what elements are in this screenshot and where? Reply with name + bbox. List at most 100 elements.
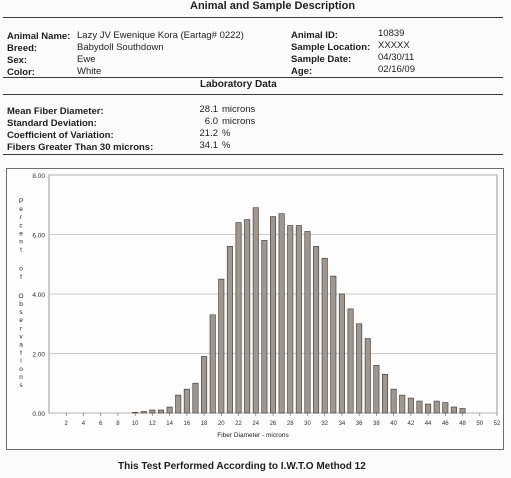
breed-label: Breed: [7, 43, 38, 54]
lab-row-unit: microns [222, 104, 256, 115]
histogram-bar [269, 216, 277, 414]
x-tick-label: 24 [252, 421, 259, 427]
sample-date-value: 04/30/11 [378, 52, 415, 63]
y-tick-label: 4.00 [32, 292, 45, 299]
x-tick-label: 32 [321, 421, 328, 427]
age-value: 02/16/09 [378, 64, 415, 75]
histogram-bar [425, 403, 432, 414]
histogram-bar [295, 225, 302, 414]
breed-value: Babydoll Southdown [77, 42, 164, 53]
color-value: White [77, 66, 102, 77]
lab-divider-top [3, 77, 503, 78]
x-tick-label: 38 [373, 421, 380, 427]
x-tick-label: 36 [356, 421, 363, 427]
histogram-bar [209, 314, 216, 414]
x-tick-label: 20 [218, 421, 225, 427]
histogram-frame: 0.00 2.00 4.00 6.00 8.00 2 4 6 8 10 12 14 16 18 20 22 24… [6, 168, 504, 450]
histogram-bar [381, 373, 389, 414]
sex-label: Sex: [7, 55, 28, 66]
header-divider [3, 17, 503, 18]
sample-location-value: XXXXX [378, 40, 410, 51]
x-tick-label: 16 [184, 421, 191, 427]
x-tick-label: 44 [425, 421, 432, 427]
histogram-bar [330, 275, 337, 414]
page-title: Animal and Sample Description [190, 0, 356, 12]
x-tick-label: 6 [99, 421, 103, 427]
sex-value: Ewe [77, 54, 96, 65]
x-tick-label: 40 [390, 421, 397, 427]
histogram-bar [399, 394, 406, 414]
age-label: Age: [291, 66, 313, 77]
lab-row-value: 34.1 [199, 140, 219, 151]
histogram-bar [235, 222, 242, 414]
x-tick-label: 10 [132, 421, 139, 427]
histogram-bar [157, 409, 165, 414]
histogram-bar [132, 412, 139, 414]
histogram-bar [347, 308, 354, 414]
histogram-bar [226, 246, 233, 414]
histogram-bar [433, 400, 440, 414]
x-tick-label: 22 [235, 421, 242, 427]
lab-row-unit: % [222, 140, 231, 151]
x-axis-label: Fiber Diameter - microns [217, 432, 289, 439]
histogram-bar [175, 394, 182, 414]
fiber-diameter-histogram: 0.002.004.006.008.002 4 6 8 10 12 14 16 18 20 22 24… [18, 173, 501, 439]
y-tick-label: 8.00 [32, 173, 45, 180]
x-tick-label: 48 [459, 421, 466, 427]
x-tick-label: 26 [270, 421, 277, 427]
lab-row-value: 6.0 [204, 116, 218, 127]
histogram-bar [364, 338, 371, 414]
histogram-bar [201, 356, 208, 414]
sample-location-label: Sample Location: [291, 42, 371, 53]
histogram-bar [304, 231, 311, 414]
x-tick-label: 14 [166, 421, 173, 427]
histogram-bar [416, 400, 423, 414]
histogram-bar [149, 409, 156, 414]
x-tick-label: 4 [82, 421, 86, 427]
x-tick-label: 52 [494, 421, 501, 427]
histogram-bar [407, 397, 414, 414]
lab-row-label: Mean Fiber Diameter: [7, 106, 104, 117]
histogram-bar [450, 406, 457, 414]
animal-name-value: Lazy JV Ewenique Kora (Eartag# 0222) [77, 30, 244, 41]
x-tick-label: 28 [287, 421, 294, 427]
histogram-bar [287, 225, 294, 414]
x-tick-label: 18 [201, 421, 208, 427]
animal-id-value: 10839 [378, 28, 405, 39]
x-tick-label: 8 [116, 421, 120, 427]
histogram-bar [321, 257, 328, 414]
lab-row-label: Coefficient of Variation: [7, 130, 114, 141]
x-tick-label: 50 [476, 421, 483, 427]
lab-row-unit: % [222, 128, 231, 139]
histogram-bar [261, 240, 268, 414]
lab-row-label: Fibers Greater Than 30 microns: [7, 142, 154, 153]
histogram-bar [166, 406, 173, 414]
histogram-bar [390, 388, 397, 414]
y-tick-label: 6.00 [32, 233, 45, 240]
x-tick-label: 34 [339, 421, 346, 427]
lab-row-unit: microns [222, 116, 256, 127]
x-tick-label: 2 [65, 421, 69, 427]
y-tick-label: 2.00 [32, 352, 45, 359]
histogram-bar [252, 207, 259, 414]
x-tick-label: 42 [408, 421, 415, 427]
lab-row-label: Standard Deviation: [7, 118, 97, 129]
x-tick-label: 46 [442, 421, 449, 427]
histogram-bar [338, 293, 345, 414]
histogram-bar [218, 278, 225, 414]
color-label: Color: [7, 67, 35, 78]
histogram-bar [140, 411, 147, 414]
y-tick-label: 0.00 [32, 411, 45, 418]
histogram-bar [244, 219, 251, 414]
sample-date-label: Sample Date: [291, 54, 352, 65]
histogram-bar [373, 365, 380, 414]
histogram-bar [192, 382, 199, 414]
histogram-bar [278, 213, 285, 414]
histogram-bar [442, 402, 449, 414]
x-tick-label: 30 [304, 421, 311, 427]
footer-note: This Test Performed According to I.W.T.O… [118, 461, 366, 472]
lab-row-value: 21.2 [199, 128, 219, 139]
histogram-bar [459, 408, 466, 414]
x-tick-label: 12 [149, 421, 156, 427]
